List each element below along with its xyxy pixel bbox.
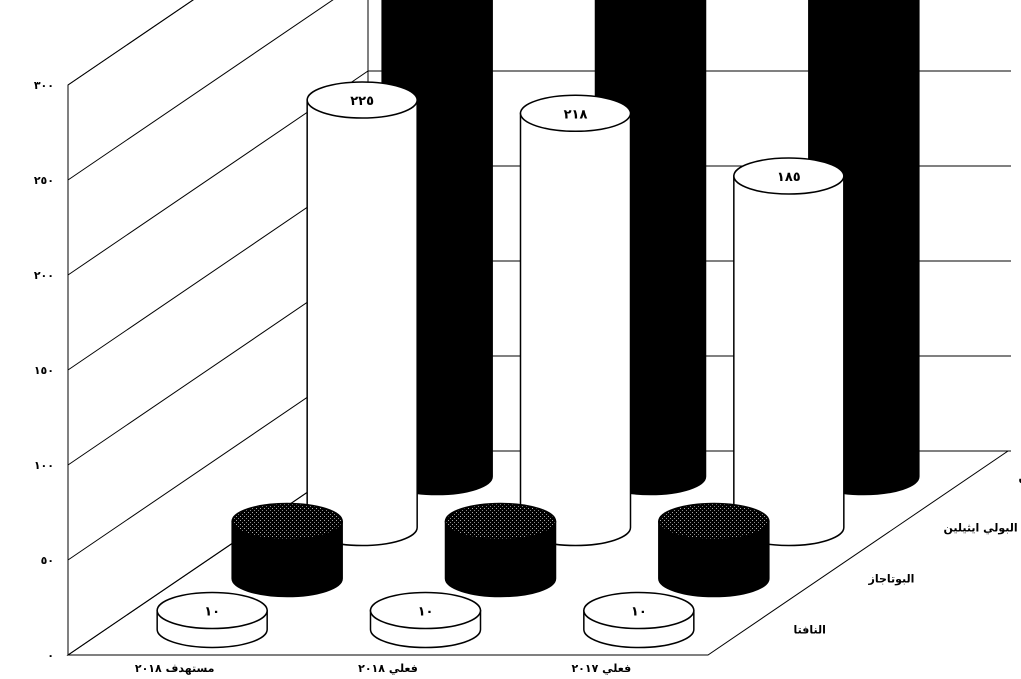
data-label: ٢١٨ bbox=[564, 107, 588, 122]
category-label: فعلي ٢٠١٧ bbox=[571, 662, 631, 675]
series-label: البوتاجاز bbox=[868, 573, 915, 586]
bar-body bbox=[231, 520, 343, 598]
gridline bbox=[67, 0, 334, 181]
y-tick-label: ٢٠٠ bbox=[34, 269, 54, 282]
bar-body bbox=[733, 175, 845, 547]
bar bbox=[658, 502, 770, 598]
data-label: ١٠ bbox=[631, 605, 647, 620]
y-tick-label: ١٠٠ bbox=[34, 459, 54, 472]
gridline bbox=[67, 0, 194, 86]
bar bbox=[231, 502, 343, 598]
bar: ١٠ bbox=[369, 591, 482, 649]
series-label: الايثيلين bbox=[1019, 471, 1021, 484]
bar-top bbox=[156, 591, 268, 630]
bar-top bbox=[733, 157, 845, 195]
bar-top bbox=[369, 591, 482, 630]
bar-top bbox=[231, 502, 343, 541]
bar: ١٨٥ bbox=[733, 157, 845, 547]
y-tick-label: ٥٠ bbox=[41, 554, 54, 567]
category-label: فعلي ٢٠١٨ bbox=[358, 662, 418, 675]
x-axis: مستهدف ٢٠١٨ فعلي ٢٠١٨ فعلي ٢٠١٧ bbox=[135, 662, 631, 675]
plot-area: ٢٨٣٢٢٥٢١٨١٨٥١٠١٠١٠ bbox=[156, 0, 920, 649]
bar: ١٠ bbox=[583, 591, 695, 649]
series-label: النافتا bbox=[794, 624, 826, 637]
bar-top bbox=[306, 81, 418, 119]
bar-body bbox=[306, 99, 418, 547]
series-label: البولي ايثيلين bbox=[944, 522, 1018, 535]
bar: ٢١٨ bbox=[519, 94, 632, 547]
bar: ٢٢٥ bbox=[306, 81, 418, 547]
data-label: ١٨٥ bbox=[777, 170, 801, 185]
y-tick-label: ٣٠٠ bbox=[34, 79, 54, 92]
bar-top bbox=[583, 591, 695, 630]
data-label: ١٠ bbox=[418, 605, 434, 620]
bar-top bbox=[658, 502, 770, 541]
bar-body bbox=[519, 112, 632, 547]
category-label: مستهدف ٢٠١٨ bbox=[135, 662, 215, 675]
depth-axis: النافتا البوتاجاز البولي ايثيلين الايثيلين bbox=[794, 471, 1021, 637]
gridline bbox=[67, 70, 1011, 276]
bar-top bbox=[519, 94, 632, 133]
y-tick-label: ٢٥٠ bbox=[34, 174, 54, 187]
data-label: ١٠ bbox=[204, 605, 220, 620]
bar-body bbox=[444, 520, 557, 598]
y-tick-label: ٠ bbox=[47, 649, 54, 662]
bar bbox=[444, 502, 557, 598]
y-axis: ٠ ٥٠ ١٠٠ ١٥٠ ٢٠٠ ٢٥٠ ٣٠٠ bbox=[34, 79, 54, 662]
y-tick-label: ١٥٠ bbox=[34, 364, 54, 377]
bar-body bbox=[658, 520, 770, 598]
bar-top bbox=[444, 502, 557, 541]
data-label: ٢٢٥ bbox=[350, 94, 374, 109]
bar: ١٠ bbox=[156, 591, 268, 649]
